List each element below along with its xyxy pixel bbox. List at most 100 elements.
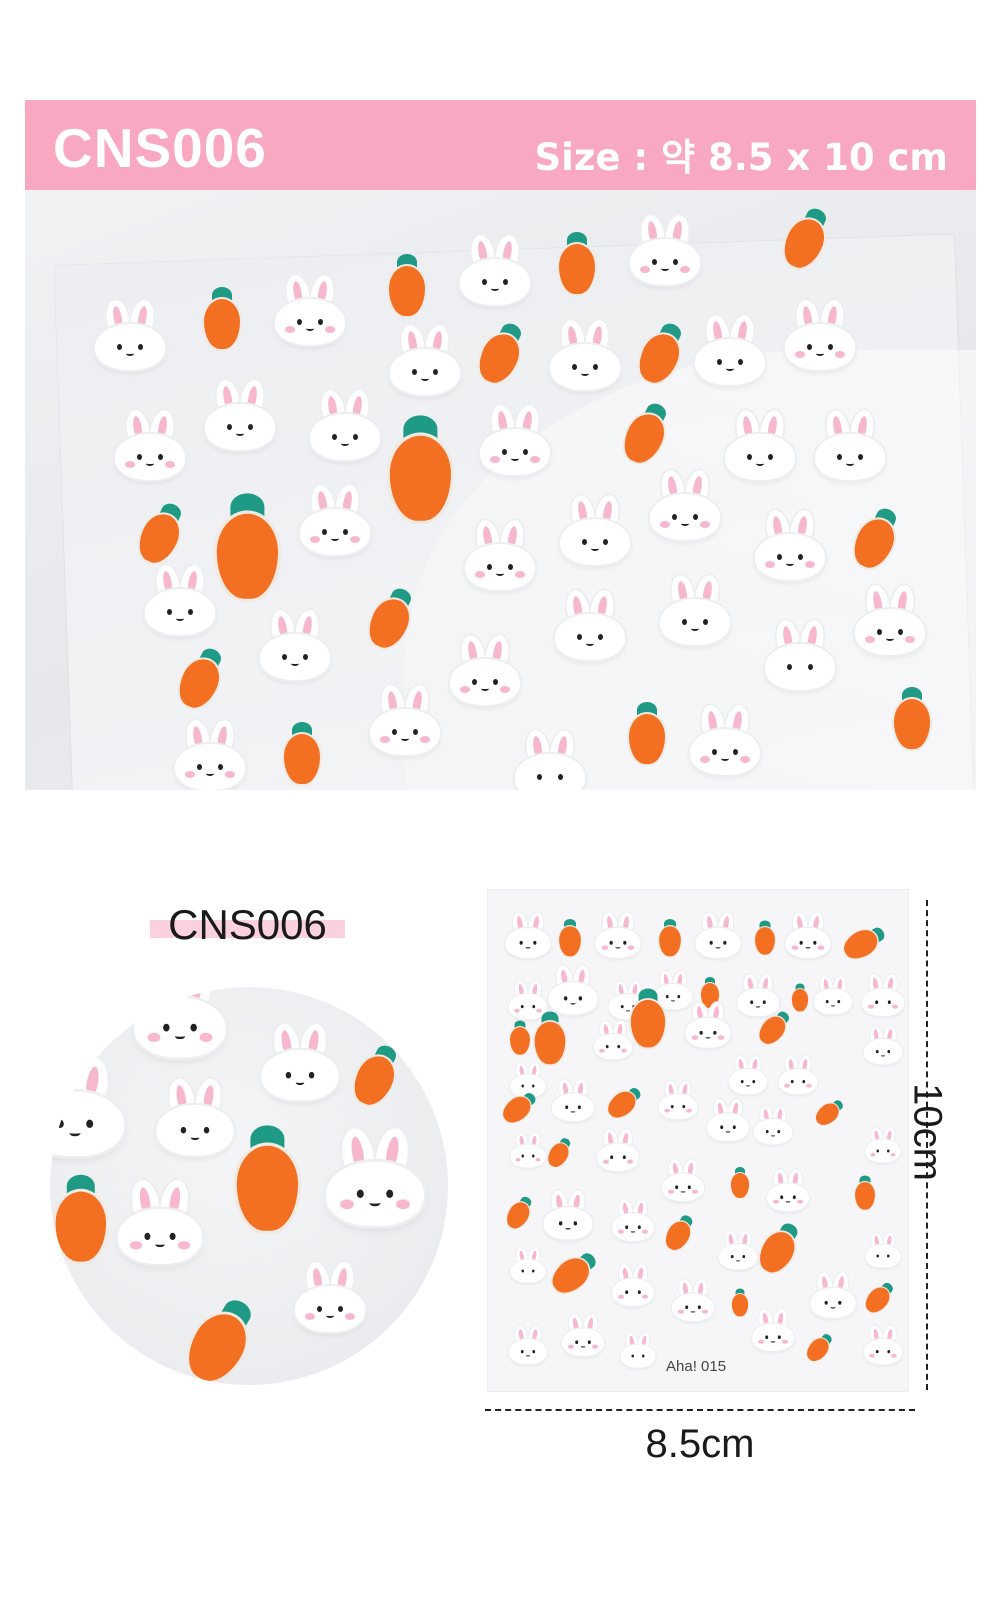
bunny-sticker <box>295 1260 365 1332</box>
label-highlight <box>150 920 345 938</box>
carrot-sticker <box>625 700 669 764</box>
product-label-text: CNS006 <box>168 901 327 948</box>
width-dimension-line <box>485 1409 915 1411</box>
carrot-sticker <box>544 1242 606 1302</box>
bunny-sticker <box>815 408 885 480</box>
bunny-sticker <box>460 233 530 305</box>
bunny-sticker <box>660 573 730 645</box>
bunny-sticker <box>552 1078 594 1121</box>
big-carrot-sticker <box>230 1122 305 1231</box>
carrot-sticker <box>750 1214 810 1280</box>
bunny-sticker <box>480 403 550 475</box>
bunny-sticker <box>855 583 925 655</box>
bunny-sticker <box>508 1324 548 1365</box>
carrot-sticker <box>602 1080 648 1125</box>
carrot-sticker <box>200 285 244 349</box>
carrot-sticker <box>729 1166 751 1198</box>
carrot-sticker <box>657 918 683 957</box>
bunny-sticker <box>725 408 795 480</box>
bunny-sticker <box>863 1324 903 1365</box>
bunny-sticker <box>728 1054 768 1095</box>
carrot-sticker <box>50 1172 112 1262</box>
bunny-sticker <box>620 1331 656 1368</box>
bunny-sticker <box>650 468 720 540</box>
product-label: CNS006 <box>150 901 345 948</box>
full-sticker-sheet: Aha! 015 <box>488 890 908 1391</box>
carrot-sticker <box>838 917 892 966</box>
bunny-sticker <box>862 973 904 1016</box>
bunny-sticker <box>310 388 380 460</box>
bunny-sticker <box>560 493 630 565</box>
bunny-sticker <box>813 974 853 1015</box>
bunny-sticker <box>261 1021 339 1101</box>
bunny-sticker <box>505 911 551 958</box>
zoom-detail-circle <box>50 987 448 1385</box>
bunny-sticker <box>863 1024 903 1065</box>
bunny-sticker <box>658 1079 698 1120</box>
bunny-sticker <box>810 1271 856 1318</box>
bunny-sticker <box>300 483 370 555</box>
bunny-sticker <box>205 378 275 450</box>
bunny-sticker <box>543 1189 593 1240</box>
height-dimension-label: 10cm <box>905 1083 950 1181</box>
bunny-sticker <box>695 313 765 385</box>
bunny-sticker <box>765 618 835 690</box>
bunny-sticker <box>370 683 440 755</box>
carrot-sticker <box>501 1191 540 1234</box>
carrot-sticker <box>173 1285 271 1385</box>
bunny-sticker <box>753 1104 793 1145</box>
bunny-sticker <box>865 1126 901 1163</box>
carrot-sticker <box>890 685 934 749</box>
bunny-sticker <box>690 703 760 775</box>
bunny-sticker <box>260 608 330 680</box>
bunny-sticker <box>390 323 460 395</box>
bunny-sticker <box>597 1128 639 1171</box>
bunny-sticker <box>778 1054 818 1095</box>
bunny-sticker <box>156 1076 234 1156</box>
carrot-sticker <box>344 1036 411 1113</box>
size-label: Size : 약 8.5 x 10 cm <box>534 136 948 179</box>
bunny-sticker <box>465 518 535 590</box>
sheet-brand-label: Aha! 015 <box>666 1358 727 1375</box>
bunny-sticker <box>175 718 245 790</box>
bunny-sticker <box>275 273 345 345</box>
bunny-sticker <box>510 1061 546 1098</box>
bunny-sticker <box>595 911 641 958</box>
bunny-sticker <box>548 964 598 1015</box>
carrot-sticker <box>508 1019 532 1055</box>
bunny-sticker <box>515 728 585 790</box>
bunny-sticker <box>612 1198 654 1241</box>
bunny-sticker <box>865 1231 901 1268</box>
bunny-sticker <box>508 979 548 1020</box>
bunny-sticker <box>752 1308 794 1351</box>
carrot-sticker <box>753 919 777 955</box>
bunny-sticker <box>510 1131 546 1168</box>
bunny-sticker <box>450 633 520 705</box>
bunny-sticker <box>562 1313 604 1356</box>
bunny-sticker <box>653 969 693 1010</box>
width-dimension-label: 8.5cm <box>645 1422 755 1466</box>
bunny-sticker <box>685 1001 731 1048</box>
bunny-sticker <box>785 911 831 958</box>
carrot-sticker <box>627 987 669 1048</box>
bunny-sticker <box>672 1278 714 1321</box>
carrot-sticker <box>542 1133 577 1172</box>
bunny-sticker <box>785 298 855 370</box>
title-banner: CNS006 Size : 약 8.5 x 10 cm <box>25 100 976 190</box>
bunny-sticker <box>737 973 779 1016</box>
bunny-sticker <box>695 911 741 958</box>
carrot-sticker <box>790 983 810 1012</box>
bunny-sticker <box>95 298 165 370</box>
bunny-sticker <box>145 563 215 635</box>
carrot-sticker <box>801 1328 838 1367</box>
bunny-sticker <box>707 1098 749 1141</box>
carrot-sticker <box>811 1093 850 1130</box>
height-dimension-line <box>926 900 928 1390</box>
bunny-sticker <box>50 1055 124 1156</box>
big-carrot-sticker <box>383 412 458 521</box>
carrot-sticker <box>853 1174 877 1210</box>
bunny-sticker <box>612 1263 654 1306</box>
bunny-sticker <box>662 1158 704 1201</box>
bunny-sticker <box>755 508 825 580</box>
bunny-sticker <box>118 1178 202 1264</box>
